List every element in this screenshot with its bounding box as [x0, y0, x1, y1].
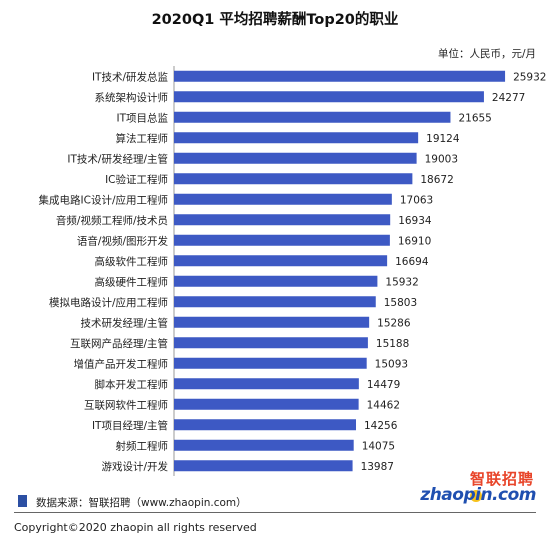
bar [174, 234, 390, 246]
bar [174, 419, 357, 431]
bar [174, 337, 368, 349]
bar [174, 316, 370, 328]
bar [174, 378, 359, 390]
copyright: Copyright©2020 zhaopin all rights reserv… [14, 521, 257, 534]
value-label: 13987 [361, 461, 394, 473]
zhaopin-logo: 智联招聘 zhaopin.com [420, 468, 540, 510]
bar [174, 357, 367, 369]
unit-label: 单位：人民币，元/月 [437, 48, 536, 60]
value-label: 14462 [367, 399, 400, 411]
value-label: 15286 [377, 317, 411, 329]
bar [174, 255, 388, 267]
bar [174, 214, 391, 226]
source-marker [18, 495, 27, 507]
category-label: 射频工程师 [116, 439, 169, 452]
bar [174, 439, 354, 451]
value-label: 16910 [398, 235, 431, 247]
category-label: IT项目总监 [116, 111, 168, 124]
data-source: 数据来源：智联招聘（www.zhaopin.com） [36, 497, 247, 509]
value-label: 21655 [458, 112, 491, 124]
value-label: 15803 [384, 297, 417, 309]
value-label: 16934 [398, 215, 432, 227]
bar [174, 132, 419, 144]
category-label: 高级硬件工程师 [95, 275, 169, 288]
bar-chart: IT技术/研发总监 25932 系统架构设计师 24277 IT项目总监 21655 算法工… [39, 66, 546, 476]
bar [174, 152, 417, 164]
bar [174, 275, 378, 287]
value-label: 18672 [420, 174, 453, 186]
category-label: 游戏设计/开发 [101, 460, 168, 473]
footer-divider [14, 512, 536, 513]
bar [174, 296, 376, 308]
value-label: 15932 [385, 276, 418, 288]
category-label: 技术研发经理/主管 [80, 316, 168, 329]
category-label: IT技术/研发经理/主管 [67, 152, 168, 165]
bar [174, 398, 359, 410]
value-label: 14075 [362, 440, 395, 452]
value-label: 15093 [375, 358, 408, 370]
value-label: 17063 [400, 194, 433, 206]
bar [174, 111, 451, 123]
logo-en-text: zhaopin.com [420, 485, 536, 505]
category-label: 互联网产品经理/主管 [70, 337, 168, 350]
category-label: 高级软件工程师 [95, 255, 169, 268]
logo-cn-text: 智联招聘 [469, 470, 534, 488]
bar [174, 91, 484, 103]
category-label: 互联网软件工程师 [84, 398, 168, 411]
category-label: IC验证工程师 [105, 173, 168, 186]
logo-dot-icon [470, 490, 482, 502]
category-label: 语音/视频/图形开发 [77, 234, 169, 247]
category-label: 算法工程师 [116, 132, 169, 145]
value-label: 24277 [492, 92, 525, 104]
bar [174, 193, 392, 205]
category-label: 集成电路IC设计/应用工程师 [39, 193, 168, 206]
category-label: IT项目经理/主管 [92, 419, 168, 432]
category-label: 音频/视频工程师/技术员 [56, 214, 168, 227]
value-label: 16694 [395, 256, 429, 268]
category-label: 模拟电路设计/应用工程师 [49, 296, 168, 309]
value-label: 15188 [376, 338, 409, 350]
category-label: 增值产品开发工程师 [74, 357, 169, 370]
category-label: 脚本开发工程师 [95, 378, 169, 391]
value-label: 14479 [367, 379, 400, 391]
bar [174, 70, 506, 82]
bar [174, 460, 353, 472]
value-label: 14256 [364, 420, 398, 432]
value-label: 25932 [513, 71, 546, 83]
category-label: 系统架构设计师 [95, 91, 169, 104]
value-label: 19124 [426, 133, 460, 145]
bar [174, 173, 413, 185]
chart-title: 2020Q1 平均招聘薪酬Top20的职业 [151, 12, 399, 28]
value-label: 19003 [425, 153, 458, 165]
category-label: IT技术/研发总监 [92, 70, 169, 83]
